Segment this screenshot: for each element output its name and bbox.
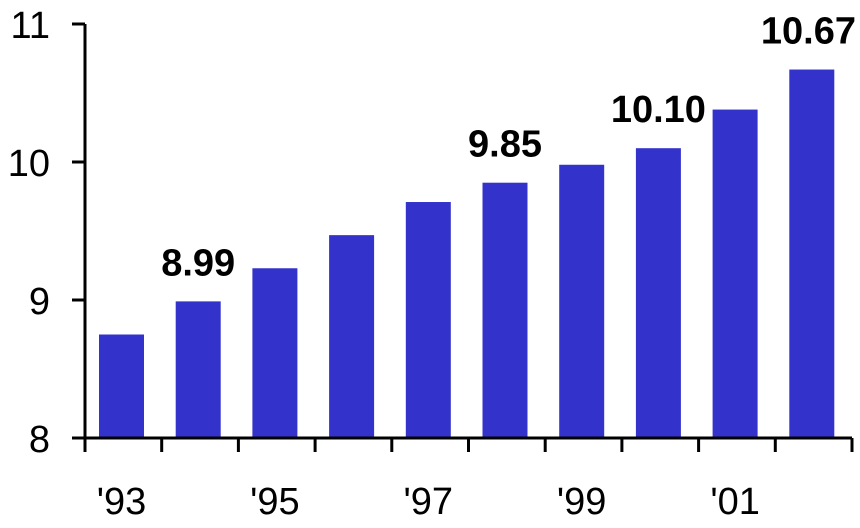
- data-label: 10.67: [761, 11, 856, 53]
- bar-95: [252, 268, 298, 438]
- x-tick-label: '99: [557, 481, 607, 523]
- x-tick-label: '95: [250, 481, 300, 523]
- x-tick-label: '93: [97, 481, 147, 523]
- bar-02: [789, 69, 835, 438]
- bar-00: [635, 148, 681, 438]
- bar-93: [99, 334, 144, 438]
- x-tick-label: '01: [710, 481, 760, 523]
- y-tick-label: 10: [8, 143, 50, 185]
- bar-98: [482, 182, 528, 438]
- data-label: 10.10: [611, 89, 706, 131]
- x-axis-ticks: '93 '95 '97 '99 '01: [83, 438, 854, 523]
- y-axis-ticks: 8 9 10 11: [8, 5, 85, 461]
- y-tick-label: 11: [11, 5, 50, 47]
- x-tick-label: '97: [404, 481, 454, 523]
- bar-94: [175, 301, 221, 438]
- bar-97: [405, 202, 451, 438]
- y-tick-label: 9: [29, 281, 50, 323]
- y-tick-label: 8: [29, 419, 50, 461]
- data-label: 9.85: [468, 124, 542, 166]
- bar-99: [559, 164, 605, 438]
- bars-group: [99, 69, 835, 438]
- data-labels-group: 8.99 9.85 10.10 10.67: [161, 11, 856, 285]
- data-label: 8.99: [161, 242, 235, 284]
- bar-96: [329, 235, 375, 438]
- bar-01: [712, 109, 758, 438]
